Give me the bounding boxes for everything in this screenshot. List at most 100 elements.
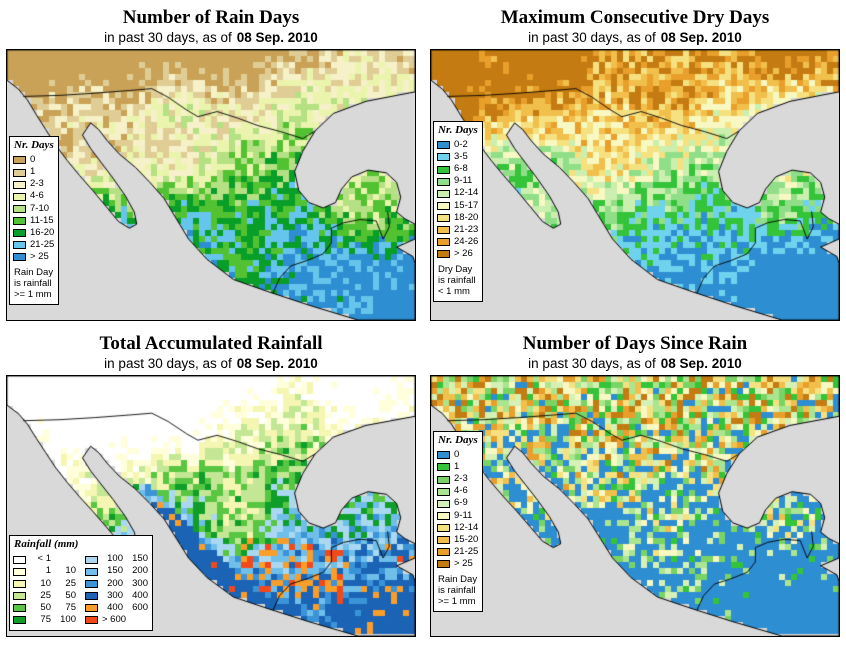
legend-title: Nr. Days <box>14 139 54 152</box>
rain-maps-figure: Number of Rain Days in past 30 days, as … <box>6 5 840 637</box>
legend-item: 75 100 <box>13 613 76 626</box>
legend-swatch <box>13 241 26 250</box>
legend-label: 11-15 <box>30 214 54 226</box>
legend-item: 10 25 <box>13 577 76 590</box>
legend-label: 50 <box>40 601 51 613</box>
legend-swatch <box>13 217 26 226</box>
legend-item: 24-26 <box>437 235 479 248</box>
legend-label: 3-5 <box>454 151 468 163</box>
legend-label: 16-20 <box>30 226 55 238</box>
legend-label: 2-3 <box>30 178 44 190</box>
legend-swatch <box>13 180 26 189</box>
legend-swatch <box>13 229 26 238</box>
legend-swatch <box>13 604 26 613</box>
legend-label: 9-11 <box>454 175 473 187</box>
panel-header: Total Accumulated Rainfall in past 30 da… <box>6 331 416 375</box>
legend-label: 25 <box>65 577 76 589</box>
legend-swatch <box>437 238 450 247</box>
panel-header: Maximum Consecutive Dry Days in past 30 … <box>430 5 840 49</box>
legend-swatch <box>437 560 450 569</box>
subtitle-date: 08 Sep. 2010 <box>236 355 318 371</box>
legend-item: 11-15 <box>13 214 54 227</box>
legend-swatch <box>437 189 450 198</box>
panel-subtitle: in past 30 days, as of 08 Sep. 2010 <box>6 30 416 46</box>
legend-label: 150 <box>107 565 123 577</box>
subtitle-date: 08 Sep. 2010 <box>660 29 742 45</box>
legend-item: 3-5 <box>437 151 478 163</box>
legend-swatch <box>437 487 450 496</box>
legend-label: 10 <box>65 565 76 577</box>
legend-label: 21-25 <box>454 545 479 557</box>
legend-label: 75 <box>65 601 76 613</box>
legend-label: 400 <box>107 601 123 613</box>
map-canvas-rain-days <box>7 50 415 320</box>
legend-label: 21-25 <box>30 238 55 250</box>
legend-label: 100 <box>60 613 76 625</box>
legend-item: 150 200 <box>85 566 148 577</box>
legend-item: 4-6 <box>437 486 478 497</box>
legend-title: Rainfall (mm) <box>14 538 79 551</box>
legend-title: Nr. Days <box>438 124 478 137</box>
map-canvas-dry-days <box>431 50 839 320</box>
legend-label: 200 <box>132 565 148 577</box>
legend-label: < 1 <box>37 553 51 565</box>
legend-label: 15-17 <box>454 199 479 211</box>
legend-columns: 0-2 3-5 6-8 9-11 12-14 15-17 18-20 21-23 24-26 > … <box>437 138 478 261</box>
legend-label: > 25 <box>454 558 473 570</box>
legend-item: 12-14 <box>437 188 478 199</box>
legend-swatch <box>85 567 98 576</box>
legend-label: 0-2 <box>454 138 468 150</box>
legend-item: 2-3 <box>437 474 478 485</box>
legend-swatch <box>85 616 98 625</box>
map-total-accumulated-rainfall: Rainfall (mm) < 1 1 10 10 25 25 50 50 75 75 100 100 1… <box>6 375 416 637</box>
legend-item: 12-14 <box>437 522 478 534</box>
panel-total-accumulated-rainfall: Total Accumulated Rainfall in past 30 da… <box>6 331 416 637</box>
legend-swatch <box>13 616 26 625</box>
legend-swatch <box>13 168 26 177</box>
legend-swatch <box>437 451 450 460</box>
legend-item: 16-20 <box>13 226 55 239</box>
legend-item: 9-11 <box>437 176 478 187</box>
legend-label: 10 <box>40 577 51 589</box>
subtitle-text: in past 30 days, as of <box>104 355 232 371</box>
panel-title: Number of Days Since Rain <box>522 333 748 354</box>
legend-label: 15-20 <box>454 533 479 545</box>
legend-swatch <box>13 591 26 600</box>
legend-dry-days: Nr. Days 0-2 3-5 6-8 9-11 12-14 15-17 18-20 21-2… <box>433 121 484 302</box>
legend-label: > 600 <box>102 613 127 625</box>
legend-swatch <box>13 156 26 165</box>
legend-swatch <box>437 153 450 162</box>
legend-swatch <box>13 579 26 588</box>
legend-item: 2-3 <box>13 179 54 190</box>
legend-swatch <box>437 475 450 484</box>
legend-label: 1 <box>45 565 51 577</box>
legend-swatch <box>85 604 98 613</box>
legend-item: 400 600 <box>85 601 148 614</box>
legend-label: 25 <box>40 589 51 601</box>
legend-label: 0 <box>30 154 36 166</box>
legend-item: > 26 <box>437 248 478 260</box>
legend-item: 1 10 <box>13 566 76 577</box>
legend-rainfall: Rainfall (mm) < 1 1 10 10 25 25 50 50 75 75 100 100 1… <box>9 535 153 631</box>
legend-item: 15-17 <box>437 199 479 212</box>
legend-swatch <box>437 511 450 520</box>
legend-label: > 25 <box>30 251 49 263</box>
legend-item: 6-8 <box>437 164 478 175</box>
legend-label: 1 <box>454 461 460 473</box>
legend-item: 18-20 <box>437 212 478 224</box>
subtitle-text: in past 30 days, as of <box>528 355 656 371</box>
legend-label: 24-26 <box>454 235 479 247</box>
legend-swatch <box>437 177 450 186</box>
legend-label: 50 <box>65 589 76 601</box>
legend-swatch <box>437 226 450 235</box>
subtitle-date: 08 Sep. 2010 <box>236 29 318 45</box>
legend-note: Dry Day is rainfall < 1 mm <box>438 264 476 298</box>
legend-label: 6-9 <box>454 497 468 509</box>
legend-swatch <box>13 253 26 262</box>
panel-max-consecutive-dry-days: Maximum Consecutive Dry Days in past 30 … <box>430 5 840 321</box>
panel-title: Number of Rain Days <box>122 7 300 28</box>
map-canvas-days-since-rain <box>431 376 839 636</box>
map-number-of-days-since-rain: Nr. Days 0 1 2-3 4-6 6-9 9-11 12-14 15-20 21-25 > … <box>430 375 840 637</box>
legend-columns: < 1 1 10 10 25 25 50 50 75 75 100 100 150 150 200 200 30… <box>13 553 148 627</box>
legend-days-since-rain: Nr. Days 0 1 2-3 4-6 6-9 9-11 12-14 15-20 21-25 > … <box>433 431 484 612</box>
